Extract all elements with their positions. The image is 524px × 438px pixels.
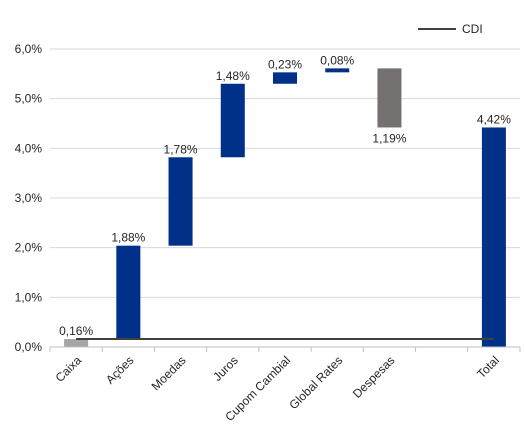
bar [168,157,193,246]
data-label: 1,78% [164,142,198,156]
x-category-label: Juros [210,353,241,384]
x-category-label: Despesas [350,353,398,401]
data-label: 1,48% [216,69,250,83]
bar [64,339,89,347]
x-category-label: Total [474,353,502,381]
bar [116,245,141,340]
data-label: 0,08% [320,53,354,67]
y-tick-label: 1,0% [15,290,43,304]
y-axis: 0,0% 1,0% 2,0% 3,0% 4,0% 5,0% 6,0% [15,42,43,354]
bar [220,83,245,158]
legend-label-cdi: CDI [462,22,483,36]
bars [64,68,506,348]
legend: CDI [418,22,483,36]
x-category-label: Ações [103,353,136,386]
data-label: 1,19% [372,131,406,145]
data-label: 1,88% [111,231,145,245]
data-label: 0,16% [59,324,93,338]
bar [377,68,402,128]
y-tick-label: 6,0% [15,42,43,56]
x-category-label: Moedas [149,353,189,393]
y-tick-label: 2,0% [15,241,43,255]
y-tick-label: 3,0% [15,191,43,205]
bar [481,127,506,348]
x-category-label: Global Rates [286,353,345,412]
x-category-label: Caixa [53,353,85,385]
data-labels: 0,16% 1,88% 1,78% 1,48% 0,23% 0,08% 1,19% 4,42% [59,53,511,338]
y-tick-label: 0,0% [15,340,43,354]
bar [325,68,350,73]
bar [272,72,298,84]
data-label: 4,42% [477,112,511,126]
y-tick-label: 5,0% [15,92,43,106]
y-tick-label: 4,0% [15,141,43,155]
data-label: 0,23% [268,57,302,71]
